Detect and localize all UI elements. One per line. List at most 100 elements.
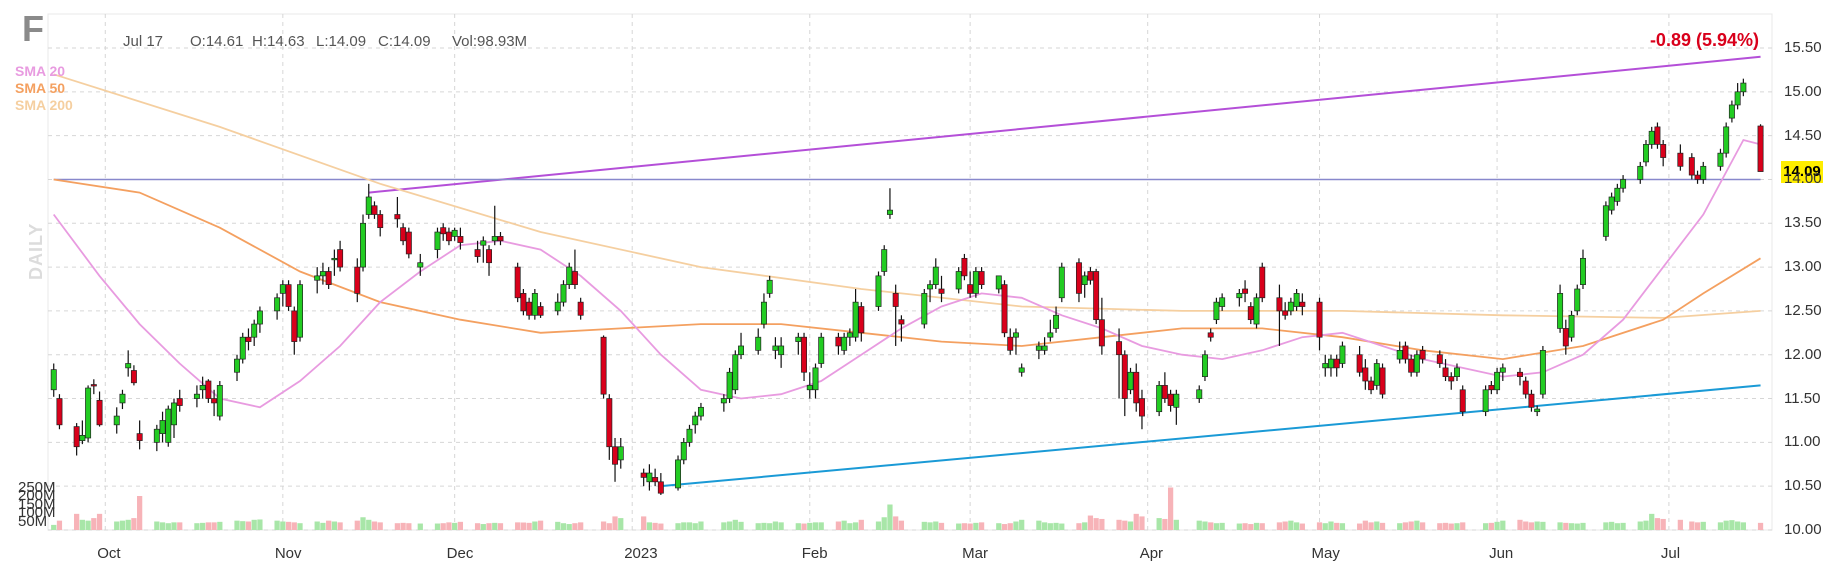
candle <box>881 245 888 276</box>
candle <box>1276 284 1283 346</box>
candle <box>1075 258 1082 303</box>
candle <box>680 437 687 465</box>
price-tick-label: 13.50 <box>1784 214 1822 232</box>
candle <box>1734 83 1741 110</box>
candle-body-down <box>1259 266 1266 299</box>
candle-body-down <box>291 310 298 342</box>
candle <box>85 385 92 443</box>
candle-body-up <box>159 420 166 434</box>
candle <box>291 306 298 355</box>
candle <box>1637 161 1644 184</box>
volume-bar <box>1454 523 1460 530</box>
volume-bar <box>847 523 853 530</box>
candle-body-down <box>600 336 607 395</box>
volume-bar <box>1127 521 1134 530</box>
candle <box>171 398 177 438</box>
candle-body-up <box>1602 205 1609 237</box>
candle <box>1608 192 1615 215</box>
volume-bar <box>337 522 343 530</box>
volume-bar <box>686 522 693 530</box>
volume-bar <box>1236 523 1242 530</box>
candle-body-up <box>319 271 326 277</box>
volume-bar <box>434 523 441 530</box>
candle <box>1402 341 1409 364</box>
candle <box>600 335 607 399</box>
candle-body-down <box>514 266 521 299</box>
candle <box>1196 385 1203 403</box>
candle <box>886 188 893 219</box>
sma-layer <box>52 73 1761 409</box>
candle-body-up <box>153 428 160 443</box>
volume-bar <box>1167 487 1174 530</box>
candle <box>1408 354 1415 377</box>
candle-body-down <box>325 271 332 285</box>
volume-bar <box>978 522 985 530</box>
volume-bar <box>732 519 738 530</box>
candle-body-up <box>1723 126 1730 154</box>
candle <box>1362 359 1369 390</box>
candle-body-up <box>1018 367 1025 373</box>
volume-bar <box>1013 521 1019 530</box>
candle-body-down <box>486 249 492 264</box>
volume-bar <box>1047 523 1053 530</box>
volume-bar <box>1557 522 1563 530</box>
bar-date: Jul 17 <box>123 33 164 50</box>
candle-body-up <box>886 209 893 215</box>
candle <box>554 293 561 316</box>
volume-bar <box>881 517 887 530</box>
volume-bar <box>1717 522 1724 530</box>
volume-bar <box>114 521 120 530</box>
volume-bar <box>1059 523 1065 530</box>
candle <box>818 332 825 368</box>
candle-body-up <box>680 442 687 461</box>
candle-body-up <box>1396 349 1403 360</box>
candle <box>1580 249 1586 289</box>
candle-body-up <box>1253 297 1260 325</box>
candle-body-down <box>73 426 80 448</box>
volume-bar <box>515 522 521 530</box>
volume-bar <box>1276 522 1283 530</box>
candle <box>480 236 487 263</box>
candle-body-down <box>474 249 481 257</box>
candle <box>1316 297 1323 351</box>
candle <box>1373 359 1380 390</box>
candle <box>205 379 212 403</box>
candle-body-up <box>171 402 177 426</box>
candle-body-up <box>251 323 258 338</box>
time-tick-label: Feb <box>801 545 828 562</box>
volume-tick-label: 200M <box>18 487 56 504</box>
candle-body-up <box>125 363 132 369</box>
time-tick-label: Dec <box>446 545 474 562</box>
volume-bar <box>795 523 801 530</box>
candle <box>1723 122 1730 158</box>
candle <box>892 284 899 346</box>
candle-body-up <box>566 266 573 285</box>
candle <box>927 280 934 303</box>
candle <box>738 332 745 360</box>
candle <box>657 473 664 495</box>
candle-body-down <box>1356 354 1363 373</box>
candle-body-down <box>1419 349 1426 360</box>
candle <box>1436 350 1443 368</box>
candle-body-up <box>85 387 92 439</box>
candle-body-up <box>1643 144 1649 163</box>
candle <box>812 363 819 399</box>
candle-body-down <box>1133 371 1140 404</box>
volume-bar <box>1334 522 1340 530</box>
candle-body-up <box>1053 314 1060 329</box>
candle <box>1494 367 1501 395</box>
volume-bar <box>1162 518 1168 530</box>
candle <box>377 210 384 237</box>
candle-body-up <box>646 472 653 483</box>
volume-bar <box>91 518 97 530</box>
candle-body-up <box>1648 130 1655 145</box>
volume-bar <box>893 516 899 530</box>
candle <box>1247 302 1254 325</box>
candle <box>778 337 785 368</box>
volume-bar <box>1248 524 1254 530</box>
volume-bar <box>852 522 859 530</box>
candle <box>56 394 63 430</box>
candle-body-up <box>239 336 246 360</box>
candle-body-up <box>297 284 303 338</box>
volume-bar <box>1093 518 1099 530</box>
